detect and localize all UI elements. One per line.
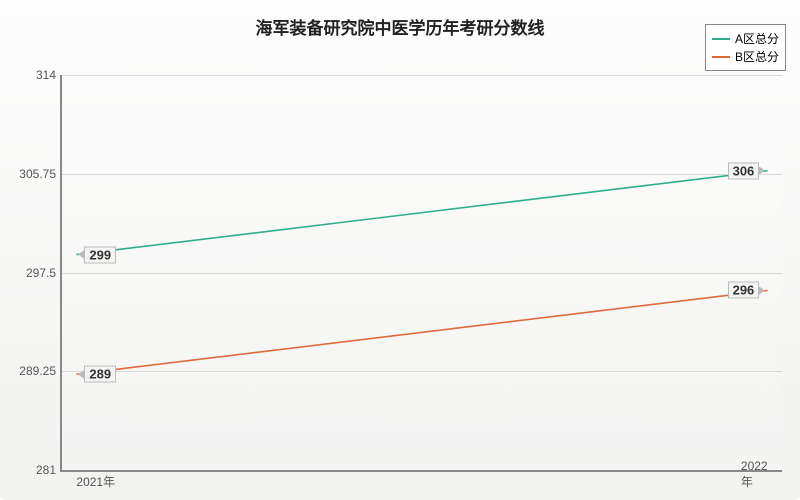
gridline bbox=[62, 75, 782, 76]
legend-item: A区总分 bbox=[712, 30, 779, 47]
plot-area: 281289.25297.5305.753142021年2022年2993062… bbox=[60, 75, 782, 472]
gridline bbox=[62, 174, 782, 175]
y-tick-label: 281 bbox=[36, 463, 62, 477]
series-line bbox=[76, 290, 767, 374]
legend-swatch-b bbox=[712, 56, 730, 58]
series-line bbox=[76, 171, 767, 255]
gridline bbox=[62, 371, 782, 372]
legend-label: A区总分 bbox=[735, 30, 779, 47]
data-label: 299 bbox=[84, 246, 116, 263]
chart-container: 海军装备研究院中医学历年考研分数线 A区总分 B区总分 281 289.25 297… bbox=[0, 0, 800, 500]
y-tick-label: 305.75 bbox=[19, 167, 62, 181]
data-label: 296 bbox=[728, 282, 760, 299]
legend-label: B区总分 bbox=[735, 48, 779, 65]
data-label: 306 bbox=[728, 162, 760, 179]
x-tick-label: 2022年 bbox=[741, 459, 768, 490]
chart-title: 海军装备研究院中医学历年考研分数线 bbox=[0, 14, 800, 39]
data-label: 289 bbox=[84, 366, 116, 383]
legend-item: B区总分 bbox=[712, 48, 779, 65]
legend: A区总分 B区总分 bbox=[705, 24, 786, 71]
x-tick-label: 2021年 bbox=[76, 473, 115, 490]
legend-swatch-a bbox=[712, 38, 730, 40]
y-tick-label: 289.25 bbox=[19, 364, 62, 378]
y-tick-label: 314 bbox=[36, 68, 62, 82]
y-tick-label: 297.5 bbox=[26, 266, 62, 280]
gridline bbox=[62, 273, 782, 274]
